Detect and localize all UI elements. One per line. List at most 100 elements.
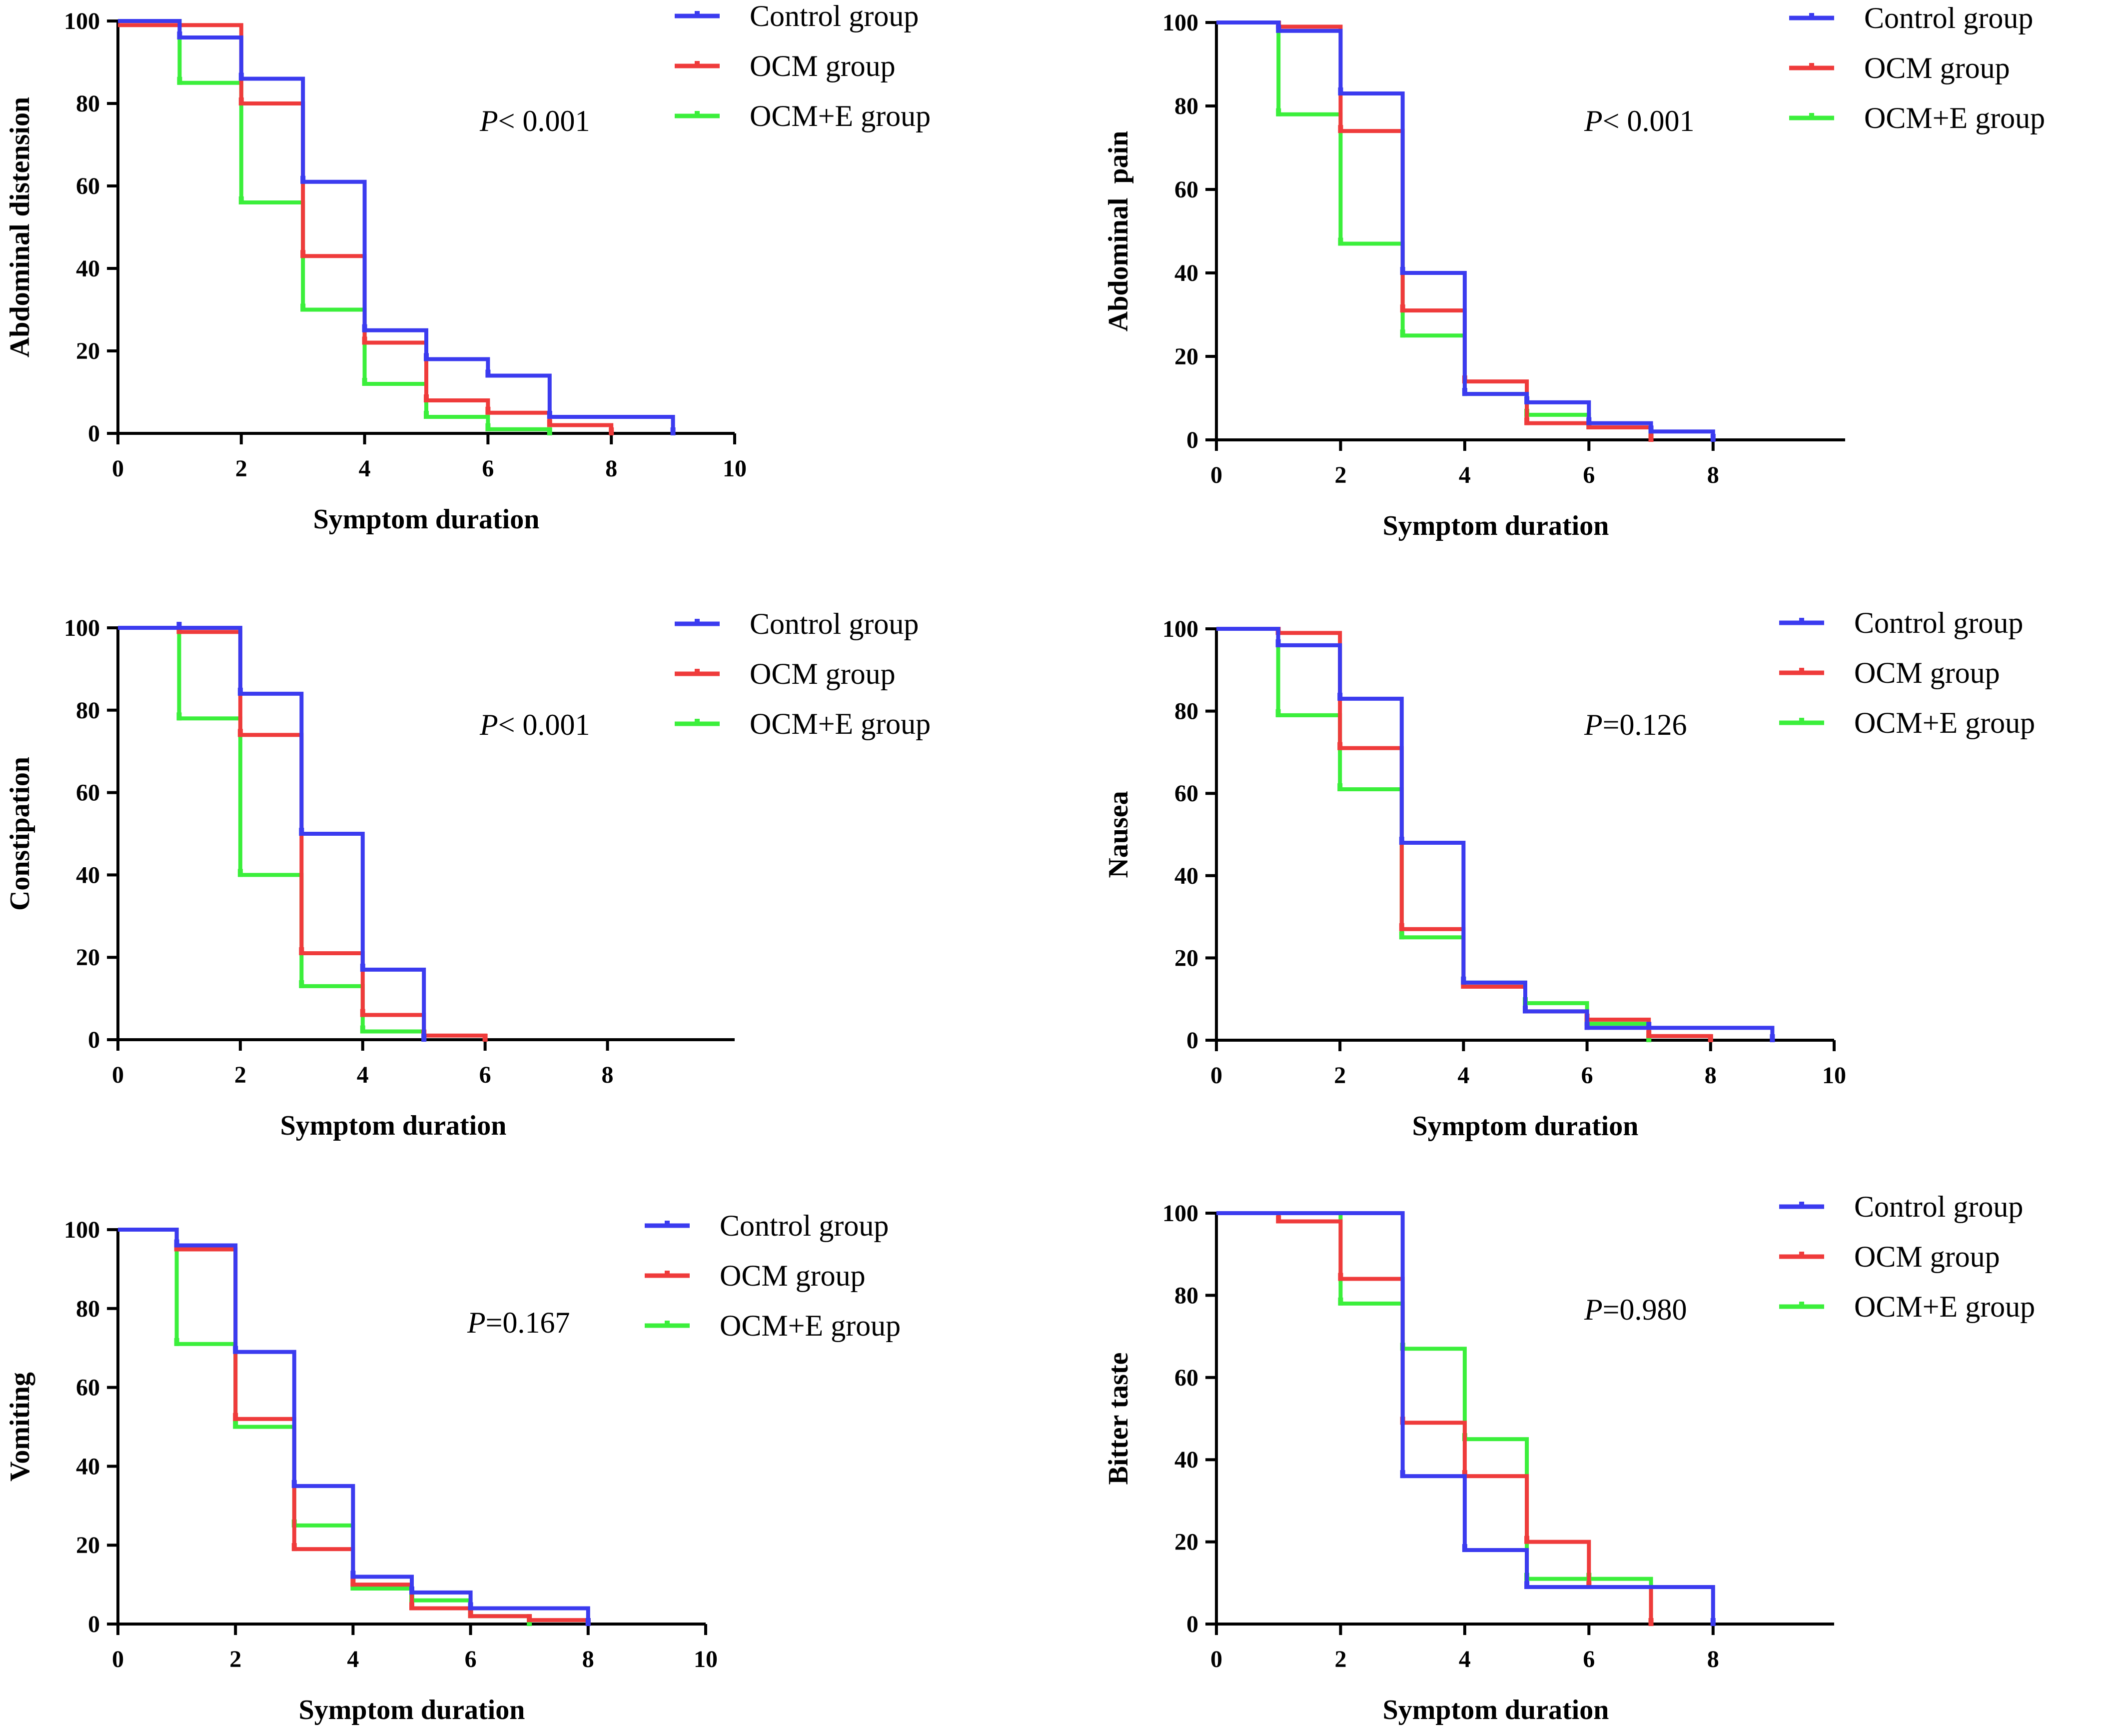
series-ocm-curve — [1216, 20, 1653, 440]
y-tick-label: 80 — [1174, 1282, 1198, 1309]
y-tick-label: 60 — [1174, 176, 1198, 203]
p-value-annotation: P< 0.001 — [1584, 104, 1695, 137]
y-tick-label: 40 — [1174, 863, 1198, 889]
y-tick-label: 100 — [1162, 1200, 1198, 1227]
x-tick-label: 6 — [479, 1062, 491, 1088]
x-tick-label: 10 — [694, 1646, 718, 1673]
legend-label-control: Control group — [1864, 1, 2033, 34]
p-value-symbol: P — [1584, 104, 1603, 137]
p-value-text: < 0.001 — [498, 708, 590, 741]
y-tick-label: 20 — [76, 338, 100, 364]
legend-label-ocm: OCM group — [1854, 656, 2000, 689]
series-ocme-curve — [1216, 20, 1653, 436]
y-tick-label: 60 — [76, 173, 100, 199]
legend-label-ocme: OCM+E group — [1854, 1290, 2035, 1323]
p-value-text: < 0.001 — [498, 104, 590, 137]
p-value-annotation: P=0.126 — [1584, 708, 1687, 741]
x-tick-label: 6 — [1583, 1646, 1595, 1673]
x-tick-label: 0 — [1210, 462, 1222, 488]
x-tick-label: 2 — [229, 1646, 241, 1673]
y-axis-title: Constipation — [4, 757, 35, 911]
y-axis-title: Vomiting — [4, 1372, 35, 1482]
x-axis-title: Symptom duration — [280, 1110, 507, 1141]
legend-label-ocme: OCM+E group — [750, 707, 931, 740]
y-tick-label: 80 — [76, 1296, 100, 1322]
y-tick-label: 0 — [1186, 1611, 1198, 1638]
x-axis-title: Symptom duration — [1412, 1111, 1639, 1142]
legend-label-ocm: OCM group — [750, 657, 896, 690]
y-tick-label: 80 — [76, 697, 100, 724]
x-tick-label: 2 — [235, 455, 247, 482]
x-tick-label: 2 — [1334, 1646, 1346, 1673]
series-ocme-curve — [118, 19, 552, 433]
y-tick-label: 40 — [76, 255, 100, 282]
km-panel-2: 0 20 40 60 80 100 0 2 4 6 8 Symptom duration Abdomin… — [1103, 1, 2045, 541]
y-tick-label: 100 — [64, 8, 100, 34]
series-control-curve — [1216, 20, 1715, 440]
x-tick-label: 2 — [234, 1062, 246, 1088]
y-axis-title: Nausea — [1103, 791, 1134, 878]
y-axis-title: Abdominal distension — [4, 97, 35, 357]
y-tick-label: 40 — [1174, 260, 1198, 286]
p-value-annotation: P< 0.001 — [479, 708, 590, 741]
series-control-curve — [118, 626, 426, 1040]
series-ocme-curve — [1216, 1211, 1653, 1624]
series-control-curve — [1216, 627, 1775, 1040]
legend-label-control: Control group — [750, 0, 919, 32]
p-value-text: =0.167 — [486, 1306, 570, 1339]
km-panel-5: 0 20 40 60 80 100 0 2 4 6 8 10 Symptom duration Vomit… — [4, 1209, 901, 1726]
x-axis-title: Symptom duration — [299, 1695, 525, 1726]
series-ocme-curve — [118, 626, 426, 1040]
x-tick-label: 6 — [1581, 1062, 1593, 1089]
y-axis-title: Bitter taste — [1103, 1353, 1134, 1485]
x-tick-label: 6 — [1583, 462, 1595, 488]
y-tick-label: 100 — [64, 1217, 100, 1243]
p-value-annotation: P=0.167 — [467, 1306, 570, 1339]
legend-label-ocme: OCM+E group — [1864, 101, 2045, 134]
x-tick-label: 4 — [1459, 1646, 1471, 1673]
x-tick-label: 8 — [602, 1062, 614, 1088]
km-panel-1: 0 20 40 60 80 100 0 2 4 6 8 10 Symptom duration Abdom… — [4, 0, 931, 535]
y-tick-label: 100 — [64, 615, 100, 641]
y-tick-label: 20 — [76, 1532, 100, 1559]
y-tick-label: 0 — [88, 420, 100, 447]
series-ocme-curve — [1216, 627, 1651, 1040]
y-tick-label: 80 — [76, 90, 100, 117]
x-tick-label: 4 — [359, 455, 371, 482]
x-tick-label: 4 — [1457, 1062, 1469, 1089]
p-value-text: =0.980 — [1603, 1293, 1687, 1326]
legend-label-ocme: OCM+E group — [750, 99, 931, 132]
km-panel-3: 0 20 40 60 80 100 0 2 4 6 8 Symptom duration Constip… — [4, 607, 931, 1141]
series-ocme-curve — [118, 1228, 532, 1624]
legend-label-control: Control group — [1854, 606, 2023, 639]
y-tick-label: 40 — [1174, 1447, 1198, 1473]
series-control-curve — [118, 1228, 590, 1624]
legend-label-ocme: OCM+E group — [1854, 706, 2035, 739]
x-tick-label: 2 — [1334, 1062, 1346, 1089]
x-tick-label: 6 — [465, 1646, 477, 1673]
km-panel-6: 0 20 40 60 80 100 0 2 4 6 8 Symptom duration Bitter … — [1103, 1190, 2035, 1726]
y-tick-label: 80 — [1174, 698, 1198, 725]
legend-label-control: Control group — [1854, 1190, 2023, 1223]
p-value-symbol: P — [467, 1306, 486, 1339]
x-tick-label: 8 — [1707, 1646, 1719, 1673]
x-tick-label: 4 — [1459, 462, 1471, 488]
p-value-annotation: P=0.980 — [1584, 1293, 1687, 1326]
y-tick-label: 80 — [1174, 93, 1198, 119]
y-tick-label: 0 — [88, 1027, 100, 1053]
x-axis-title: Symptom duration — [1383, 1695, 1609, 1726]
legend-label-ocm: OCM group — [1864, 51, 2010, 84]
y-tick-label: 60 — [1174, 1365, 1198, 1391]
x-tick-label: 4 — [347, 1646, 359, 1673]
x-tick-label: 8 — [1705, 1062, 1717, 1089]
legend-label-ocm: OCM group — [750, 49, 896, 82]
x-axis-title: Symptom duration — [313, 504, 540, 535]
y-tick-label: 20 — [1174, 1529, 1198, 1556]
x-axis-title: Symptom duration — [1383, 510, 1609, 541]
legend-label-ocm: OCM group — [720, 1259, 866, 1292]
x-tick-label: 0 — [1210, 1062, 1222, 1089]
x-tick-label: 0 — [112, 1646, 124, 1673]
y-tick-label: 60 — [76, 780, 100, 806]
y-tick-label: 60 — [76, 1375, 100, 1401]
